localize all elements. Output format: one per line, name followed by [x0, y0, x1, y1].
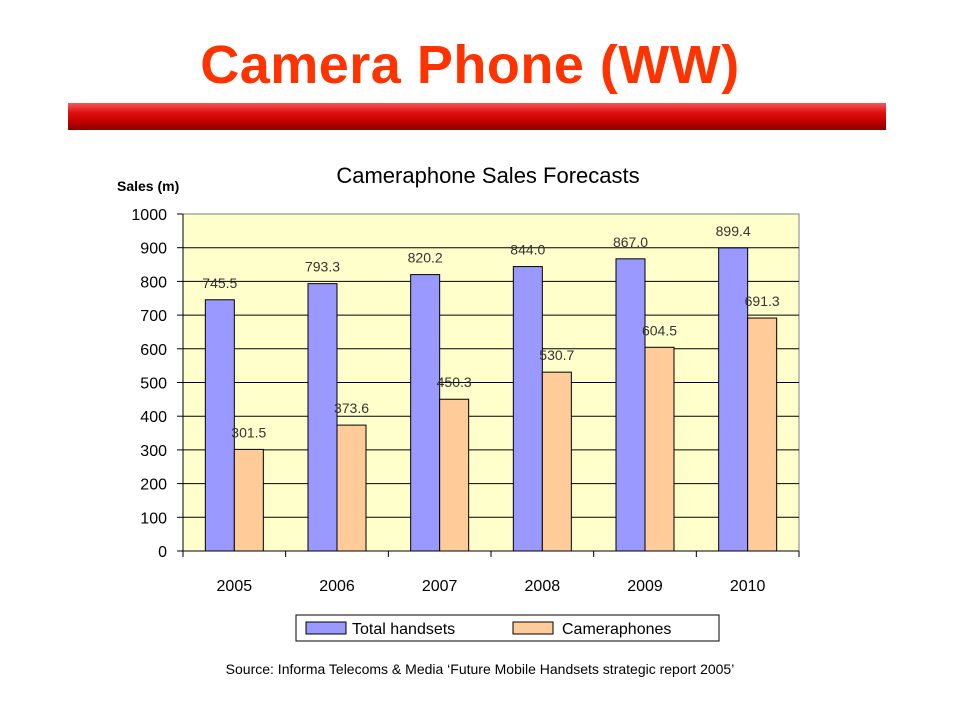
- y-tick-label: 900: [140, 241, 167, 258]
- x-tick-label: 2009: [627, 578, 663, 595]
- data-label: 867.0: [613, 234, 648, 250]
- data-label: 899.4: [716, 223, 751, 239]
- legend-label: Total handsets: [352, 621, 455, 638]
- y-tick-label: 800: [140, 274, 167, 291]
- data-label: 301.5: [231, 424, 266, 440]
- y-tick-label: 1000: [131, 207, 167, 224]
- y-tick-label: 0: [158, 544, 167, 561]
- bar: [336, 424, 367, 552]
- legend-swatch: [305, 621, 347, 635]
- bar: [233, 448, 264, 552]
- bar: [439, 398, 470, 552]
- legend-box: [295, 614, 720, 642]
- y-tick-label: 300: [140, 443, 167, 460]
- bar: [615, 258, 646, 552]
- y-tick-label: 700: [140, 308, 167, 325]
- y-tick-label: 200: [140, 477, 167, 494]
- x-tick-label: 2005: [217, 578, 253, 595]
- x-tick-label: 2006: [319, 578, 355, 595]
- title-bar: [68, 103, 886, 130]
- y-tick-label: 500: [140, 376, 167, 393]
- data-label: 745.5: [202, 275, 237, 291]
- y-tick-label: 100: [140, 510, 167, 527]
- bar: [204, 299, 235, 552]
- x-tick-label: 2008: [525, 578, 561, 595]
- legend: Total handsets Cameraphones: [295, 614, 720, 642]
- y-axis: 0 100 200 300 400 500 600 700 800 900 1000: [131, 207, 184, 561]
- x-tick-label: 2007: [422, 578, 458, 595]
- bar: [512, 266, 543, 552]
- bar: [718, 247, 749, 552]
- slide-title: Camera Phone (WW): [200, 35, 740, 95]
- bar: [541, 371, 572, 552]
- data-label: 373.6: [334, 400, 369, 416]
- y-tick-label: 400: [140, 409, 167, 426]
- data-label: 820.2: [408, 250, 443, 266]
- data-label: 691.3: [745, 293, 780, 309]
- data-label: 530.7: [539, 347, 574, 363]
- x-axis: 2005 2006 2007 2008 2009 2010: [182, 550, 800, 595]
- gridlines: [183, 247, 799, 518]
- legend-label: Cameraphones: [562, 621, 671, 638]
- bar: [307, 283, 338, 552]
- bar: [644, 346, 675, 552]
- data-label: 793.3: [305, 259, 340, 275]
- legend-swatch: [512, 621, 554, 635]
- chart-title: Cameraphone Sales Forecasts: [336, 163, 639, 188]
- y-axis-label: Sales (m): [117, 178, 179, 194]
- data-label: 604.5: [642, 322, 677, 338]
- x-tick-label: 2010: [730, 578, 766, 595]
- y-tick-label: 600: [140, 342, 167, 359]
- data-label: 844.0: [510, 242, 545, 258]
- data-labels: 745.5 793.3 820.2 844.0 867.0 899.4 301.5 373.6…: [202, 223, 780, 440]
- bar: [410, 274, 441, 552]
- data-label: 450.3: [437, 374, 472, 390]
- bar: [747, 317, 778, 552]
- source-note: Source: Informa Telecoms & Media ‘Future…: [225, 661, 735, 677]
